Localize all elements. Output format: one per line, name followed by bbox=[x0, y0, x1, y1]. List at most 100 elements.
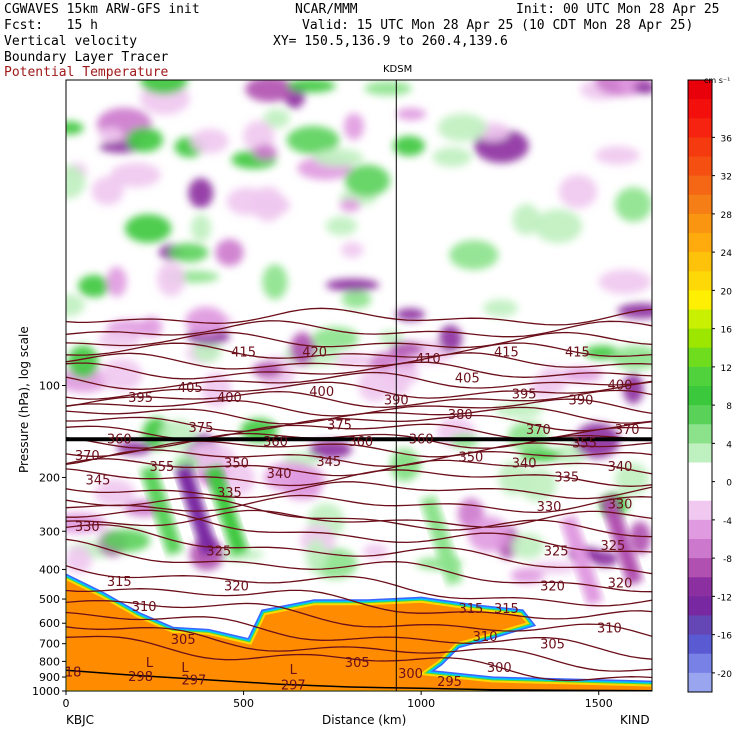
colorbar-segment bbox=[688, 213, 712, 234]
colorbar-segment bbox=[688, 558, 712, 578]
velocity-cell bbox=[560, 515, 604, 606]
velocity-cell bbox=[358, 368, 392, 403]
colorbar-segment bbox=[688, 519, 712, 540]
theta-label: 400 bbox=[217, 391, 242, 406]
theta-contour bbox=[66, 307, 652, 326]
velocity-cell bbox=[313, 148, 364, 167]
velocity-cell bbox=[558, 174, 598, 209]
colorbar-segment bbox=[688, 290, 712, 310]
start-station-label: KBJC bbox=[66, 713, 94, 727]
velocity-cell bbox=[243, 120, 275, 153]
colorbar-tick-label: 24 bbox=[721, 249, 733, 259]
y-tick-label: 800 bbox=[39, 655, 60, 668]
colorbar-segment bbox=[688, 328, 712, 349]
colorbar-segment bbox=[688, 577, 712, 597]
theta-contour bbox=[66, 611, 652, 660]
theta-label: 310 bbox=[597, 622, 622, 637]
velocity-cell bbox=[264, 196, 291, 215]
colorbar-frame bbox=[687, 79, 713, 693]
header-model: CGWAVES 15km ARW-GFS init bbox=[4, 2, 200, 17]
colorbar-tick-label: 28 bbox=[721, 211, 733, 221]
velocity-cell bbox=[615, 462, 650, 497]
y-tick-label: 500 bbox=[39, 593, 60, 606]
theta-label: 360 bbox=[348, 435, 373, 450]
x-axis-label: Distance (km) bbox=[322, 713, 406, 727]
y-tick-label: 600 bbox=[39, 617, 60, 630]
theta-label: 360 bbox=[263, 435, 288, 450]
velocity-cell bbox=[67, 345, 99, 379]
theta-label: 370 bbox=[526, 423, 551, 438]
velocity-cell bbox=[188, 177, 214, 209]
colorbar-tick-label: 8 bbox=[726, 402, 732, 412]
velocity-cell bbox=[538, 366, 568, 395]
header-xy: XY= 150.5,136.9 to 260.4,139.6 bbox=[273, 34, 508, 49]
y-tick-label: 400 bbox=[39, 563, 60, 576]
velocity-cell bbox=[628, 521, 651, 555]
colorbar-unit: cm s⁻¹ bbox=[704, 76, 730, 85]
velocity-cell bbox=[286, 80, 336, 93]
theta-label: 295 bbox=[437, 675, 462, 690]
colorbar-segment bbox=[688, 252, 712, 272]
theta-label: 375 bbox=[327, 418, 352, 433]
velocity-cell bbox=[483, 299, 518, 317]
velocity-cell bbox=[78, 274, 110, 298]
velocity-cell bbox=[519, 468, 557, 502]
theta-label: 400 bbox=[608, 379, 633, 394]
velocity-cell bbox=[263, 108, 290, 129]
theta-contour bbox=[66, 481, 652, 500]
colorbar-segment bbox=[688, 156, 712, 177]
velocity-cell bbox=[245, 80, 295, 103]
theta-contour bbox=[66, 468, 652, 487]
theta-contour bbox=[66, 509, 652, 553]
velocity-cell bbox=[614, 187, 652, 222]
velocity-cell bbox=[262, 264, 288, 300]
colorbar-tick-label: 36 bbox=[721, 134, 733, 144]
theta-contour bbox=[66, 440, 652, 458]
velocity-cell bbox=[223, 461, 255, 496]
colorbar-tick-label: 12 bbox=[721, 364, 732, 374]
velocity-cell bbox=[622, 373, 644, 405]
velocity-cell bbox=[186, 442, 235, 473]
theta-label: 395 bbox=[128, 391, 153, 406]
end-station-label: KIND bbox=[620, 713, 650, 727]
velocity-cell bbox=[175, 465, 219, 556]
theta-label: 345 bbox=[316, 455, 341, 470]
velocity-cell bbox=[124, 214, 172, 243]
terrain-line bbox=[66, 669, 652, 691]
x-tick-label: 1500 bbox=[585, 697, 613, 710]
theta-contour bbox=[66, 496, 652, 538]
velocity-cell bbox=[101, 529, 151, 553]
velocity-cell bbox=[595, 146, 640, 165]
velocity-cell bbox=[140, 80, 188, 95]
velocity-cell bbox=[395, 308, 426, 321]
theta-label: 340 bbox=[512, 456, 537, 471]
theta-label: 345 bbox=[86, 474, 111, 489]
velocity-cell bbox=[305, 538, 327, 574]
velocity-cell bbox=[253, 144, 278, 161]
theta-contour bbox=[66, 381, 652, 400]
low-label: L bbox=[146, 656, 154, 671]
theta-contour bbox=[66, 494, 652, 514]
marker-label: KDSM bbox=[383, 64, 412, 75]
velocity-cell bbox=[252, 362, 283, 378]
velocity-cell bbox=[168, 243, 209, 263]
theta-label: 330 bbox=[608, 497, 633, 512]
x-tick-label: 0 bbox=[63, 697, 70, 710]
velocity-cell bbox=[340, 242, 364, 258]
theta-label: 335 bbox=[554, 470, 579, 485]
theta-label: 315 bbox=[494, 602, 519, 617]
theta-label: 370 bbox=[615, 423, 640, 438]
y-tick-label: 200 bbox=[39, 471, 60, 484]
velocity-cell bbox=[343, 113, 364, 140]
theta-label: 325 bbox=[544, 545, 569, 560]
low-label: L bbox=[181, 661, 189, 676]
velocity-cell bbox=[325, 278, 380, 292]
colorbar-segment bbox=[688, 366, 712, 387]
theta-label: 335 bbox=[217, 486, 242, 501]
y-tick-label: 300 bbox=[39, 525, 60, 538]
theta-contour bbox=[66, 389, 652, 408]
colorbar-segment bbox=[688, 386, 712, 406]
colorbar-segment bbox=[688, 405, 712, 425]
velocity-cell bbox=[385, 373, 410, 398]
theta-label: 297 bbox=[181, 674, 206, 689]
